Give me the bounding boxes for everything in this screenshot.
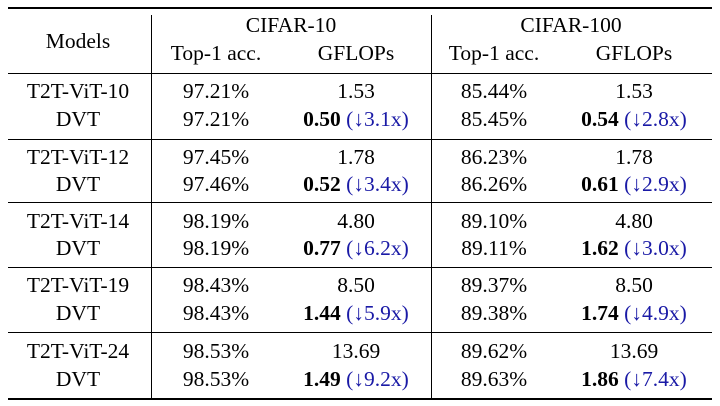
- row-4-dvt-c100-gflops: 1.74: [581, 301, 619, 325]
- header-c100-acc: Top-1 acc.: [448, 41, 540, 65]
- row-5-base-c100-gflops: 13.69: [609, 339, 659, 363]
- row-4-dvt-c100-acc: 89.38%: [460, 301, 528, 325]
- row-2-dvt-c10-reduction: (↓3.4x): [346, 172, 409, 196]
- row-4-base-c100-gflops: 8.50: [615, 273, 653, 297]
- row-1-dvt-c100-reduction: (↓2.8x): [624, 107, 687, 131]
- row-1-base-c100-gflops: 1.53: [615, 79, 653, 103]
- header-c10-acc: Top-1 acc.: [170, 41, 262, 65]
- top-rule: [8, 7, 712, 9]
- row-5-dvt-c100-acc: 89.63%: [460, 367, 528, 391]
- col-divider-2: [431, 15, 432, 398]
- header-models: Models: [45, 29, 111, 53]
- group-rule-3: [8, 267, 712, 268]
- header-cifar100: CIFAR-100: [520, 13, 622, 37]
- header-c10-gflops: GFLOPs: [317, 41, 395, 65]
- row-4-base-c100-acc: 89.37%: [460, 273, 528, 297]
- row-3-dvt-c10-acc: 98.19%: [182, 236, 250, 260]
- row-3-dvt-c100-gflops-cell: 1.62 (↓3.0x): [581, 235, 687, 261]
- row-4-dvt-model: DVT: [55, 301, 101, 325]
- row-3-dvt-c10-gflops: 0.77: [303, 236, 341, 260]
- row-4-dvt-c10-acc: 98.43%: [182, 301, 250, 325]
- row-5-dvt-model: DVT: [55, 367, 101, 391]
- group-rule-4: [8, 332, 712, 333]
- row-2-dvt-c100-acc: 86.26%: [460, 172, 528, 196]
- header-rule: [8, 73, 712, 74]
- row-1-dvt-c100-gflops-cell: 0.54 (↓2.8x): [581, 106, 687, 132]
- row-5-dvt-c100-gflops: 1.86: [581, 367, 619, 391]
- row-1-dvt-c10-gflops: 0.50: [303, 107, 341, 131]
- header-cifar10: CIFAR-10: [245, 13, 337, 37]
- row-4-dvt-c10-reduction: (↓5.9x): [346, 301, 409, 325]
- row-2-dvt-c100-reduction: (↓2.9x): [624, 172, 687, 196]
- row-1-dvt-c10-gflops-cell: 0.50 (↓3.1x): [303, 106, 409, 132]
- row-1-dvt-model: DVT: [55, 107, 101, 131]
- row-1-dvt-c100-acc: 85.45%: [460, 107, 528, 131]
- group-rule-1: [8, 139, 712, 140]
- row-3-dvt-c100-gflops: 1.62: [581, 236, 619, 260]
- row-5-base-model: T2T-ViT-24: [26, 339, 130, 363]
- row-3-dvt-model: DVT: [55, 236, 101, 260]
- row-4-base-c10-gflops: 8.50: [337, 273, 375, 297]
- row-5-dvt-c10-reduction: (↓9.2x): [346, 367, 409, 391]
- row-5-dvt-c10-acc: 98.53%: [182, 367, 250, 391]
- row-1-dvt-c100-gflops: 0.54: [581, 107, 619, 131]
- row-2-base-c100-acc: 86.23%: [460, 145, 528, 169]
- row-3-dvt-c10-gflops-cell: 0.77 (↓6.2x): [303, 235, 409, 261]
- col-divider-1: [151, 15, 152, 398]
- row-4-dvt-c10-gflops-cell: 1.44 (↓5.9x): [303, 300, 409, 326]
- row-3-base-c10-gflops: 4.80: [337, 209, 375, 233]
- row-1-dvt-c10-reduction: (↓3.1x): [346, 107, 409, 131]
- row-1-dvt-c10-acc: 97.21%: [182, 107, 250, 131]
- row-3-dvt-c100-acc: 89.11%: [461, 236, 527, 260]
- row-2-dvt-model: DVT: [55, 172, 101, 196]
- row-2-base-c10-gflops: 1.78: [337, 145, 375, 169]
- row-3-base-c100-gflops: 4.80: [615, 209, 653, 233]
- row-2-base-c100-gflops: 1.78: [615, 145, 653, 169]
- bottom-rule: [8, 398, 712, 400]
- row-3-base-c10-acc: 98.19%: [182, 209, 250, 233]
- row-4-base-model: T2T-ViT-19: [26, 273, 130, 297]
- row-3-base-model: T2T-ViT-14: [26, 209, 130, 233]
- row-5-dvt-c100-reduction: (↓7.4x): [624, 367, 687, 391]
- row-5-base-c10-acc: 98.53%: [182, 339, 250, 363]
- row-2-dvt-c10-gflops-cell: 0.52 (↓3.4x): [303, 171, 409, 197]
- row-5-base-c10-gflops: 13.69: [331, 339, 381, 363]
- group-rule-2: [8, 202, 712, 203]
- row-3-dvt-c10-reduction: (↓6.2x): [346, 236, 409, 260]
- row-5-dvt-c10-gflops-cell: 1.49 (↓9.2x): [303, 366, 409, 392]
- row-2-dvt-c10-acc: 97.46%: [182, 172, 250, 196]
- row-1-base-c100-acc: 85.44%: [460, 79, 528, 103]
- row-2-base-c10-acc: 97.45%: [182, 145, 250, 169]
- row-5-dvt-c100-gflops-cell: 1.86 (↓7.4x): [581, 366, 687, 392]
- row-2-dvt-c10-gflops: 0.52: [303, 172, 341, 196]
- row-2-dvt-c100-gflops-cell: 0.61 (↓2.9x): [581, 171, 687, 197]
- row-3-dvt-c100-reduction: (↓3.0x): [624, 236, 687, 260]
- row-5-base-c100-acc: 89.62%: [460, 339, 528, 363]
- row-4-base-c10-acc: 98.43%: [182, 273, 250, 297]
- row-3-base-c100-acc: 89.10%: [460, 209, 528, 233]
- row-5-dvt-c10-gflops: 1.49: [303, 367, 341, 391]
- row-4-dvt-c100-gflops-cell: 1.74 (↓4.9x): [581, 300, 687, 326]
- row-1-base-c10-acc: 97.21%: [182, 79, 250, 103]
- row-4-dvt-c10-gflops: 1.44: [303, 301, 341, 325]
- header-c100-gflops: GFLOPs: [595, 41, 673, 65]
- row-1-base-c10-gflops: 1.53: [337, 79, 375, 103]
- row-2-dvt-c100-gflops: 0.61: [581, 172, 619, 196]
- row-4-dvt-c100-reduction: (↓4.9x): [624, 301, 687, 325]
- row-1-base-model: T2T-ViT-10: [26, 79, 130, 103]
- row-2-base-model: T2T-ViT-12: [26, 145, 130, 169]
